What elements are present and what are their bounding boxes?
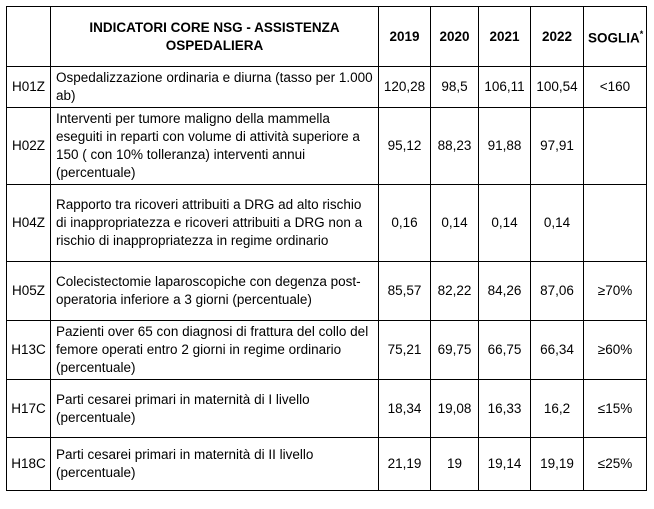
row-value-2020: 82,22: [430, 261, 479, 321]
header-title: INDICATORI CORE NSG - ASSISTENZA OSPEDAL…: [50, 6, 379, 67]
row-value-2021: 0,14: [478, 184, 531, 262]
row-code: H13C: [6, 320, 51, 380]
row-value-2020: 88,23: [430, 107, 479, 185]
row-code: H05Z: [6, 261, 51, 321]
table-row: H17C Parti cesarei primari in maternità …: [6, 379, 647, 438]
row-value-2020: 19: [430, 437, 479, 491]
row-value-2021: 106,11: [478, 66, 531, 108]
header-soglia-label: SOGLIA: [588, 30, 640, 46]
row-soglia: ≥70%: [583, 261, 647, 321]
row-value-2021: 19,14: [478, 437, 531, 491]
row-value-2022: 66,34: [530, 320, 584, 380]
row-value-2022: 100,54: [530, 66, 584, 108]
row-code: H02Z: [6, 107, 51, 185]
row-soglia: [583, 184, 647, 262]
row-description: Rapporto tra ricoveri attribuiti a DRG a…: [50, 184, 379, 262]
table-row: H02Z Interventi per tumore maligno della…: [6, 107, 647, 185]
row-value-2021: 66,75: [478, 320, 531, 380]
table-row: H18C Parti cesarei primari in maternità …: [6, 437, 647, 491]
row-value-2022: 0,14: [530, 184, 584, 262]
header-code-blank: [6, 6, 51, 67]
row-value-2022: 87,06: [530, 261, 584, 321]
table-row: H13C Pazienti over 65 con diagnosi di fr…: [6, 320, 647, 380]
row-value-2020: 69,75: [430, 320, 479, 380]
row-value-2019: 85,57: [378, 261, 431, 321]
row-code: H01Z: [6, 66, 51, 108]
row-value-2019: 95,12: [378, 107, 431, 185]
row-description: Ospedalizzazione ordinaria e diurna (tas…: [50, 66, 379, 108]
header-year-2022: 2022: [530, 6, 584, 67]
table-row: H01Z Ospedalizzazione ordinaria e diurna…: [6, 66, 647, 108]
row-code: H18C: [6, 437, 51, 491]
row-value-2019: 0,16: [378, 184, 431, 262]
row-value-2019: 18,34: [378, 379, 431, 438]
row-soglia: ≥60%: [583, 320, 647, 380]
table-row: H05Z Colecistectomie laparoscopiche con …: [6, 261, 647, 321]
row-description: Interventi per tumore maligno della mamm…: [50, 107, 379, 185]
header-year-2020: 2020: [430, 6, 479, 67]
header-row: INDICATORI CORE NSG - ASSISTENZA OSPEDAL…: [6, 6, 647, 67]
table-row: H04Z Rapporto tra ricoveri attribuiti a …: [6, 184, 647, 262]
row-soglia: ≤25%: [583, 437, 647, 491]
header-year-2019: 2019: [378, 6, 431, 67]
row-value-2020: 19,08: [430, 379, 479, 438]
row-description: Colecistectomie laparoscopiche con degen…: [50, 261, 379, 321]
row-value-2022: 19,19: [530, 437, 584, 491]
row-code: H17C: [6, 379, 51, 438]
row-description: Parti cesarei primari in maternità di I …: [50, 379, 379, 438]
row-value-2019: 75,21: [378, 320, 431, 380]
row-value-2022: 16,2: [530, 379, 584, 438]
header-year-2021: 2021: [478, 6, 531, 67]
row-value-2019: 21,19: [378, 437, 431, 491]
header-soglia: SOGLIA*: [583, 6, 647, 67]
nsg-indicators-table: INDICATORI CORE NSG - ASSISTENZA OSPEDAL…: [6, 6, 647, 491]
row-value-2019: 120,28: [378, 66, 431, 108]
row-description: Parti cesarei primari in maternità di II…: [50, 437, 379, 491]
header-soglia-asterisk: *: [639, 29, 644, 40]
row-description: Pazienti over 65 con diagnosi di frattur…: [50, 320, 379, 380]
row-value-2020: 98,5: [430, 66, 479, 108]
row-value-2021: 16,33: [478, 379, 531, 438]
row-value-2022: 97,91: [530, 107, 584, 185]
row-code: H04Z: [6, 184, 51, 262]
row-soglia: [583, 107, 647, 185]
row-value-2021: 84,26: [478, 261, 531, 321]
row-value-2020: 0,14: [430, 184, 479, 262]
row-value-2021: 91,88: [478, 107, 531, 185]
row-soglia: ≤15%: [583, 379, 647, 438]
row-soglia: <160: [583, 66, 647, 108]
